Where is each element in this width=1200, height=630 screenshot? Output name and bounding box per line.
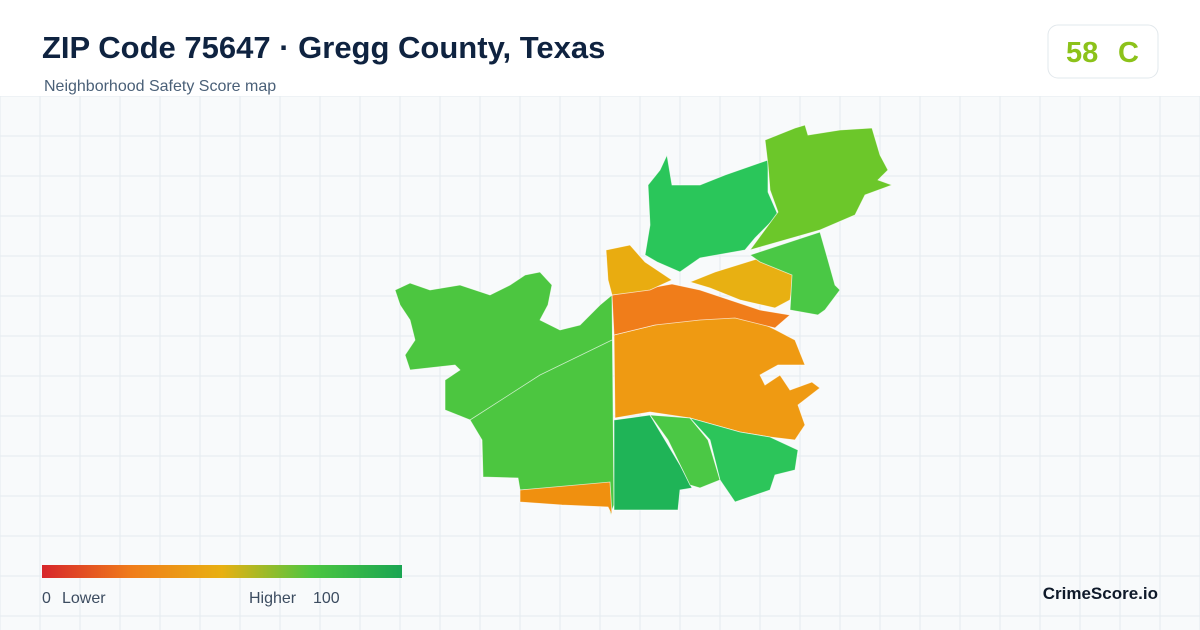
- legend-max: 100: [313, 590, 340, 607]
- legend-min-label: Lower: [62, 590, 106, 607]
- score-box: [1047, 24, 1159, 79]
- legend-min: 0: [42, 590, 51, 607]
- title: ZIP Code 75647 · Gregg County, Texas: [42, 30, 605, 65]
- legend-max-label: Higher: [249, 590, 297, 607]
- score-grade: C: [1118, 37, 1139, 69]
- legend-gradient: [42, 565, 402, 578]
- grid: [0, 95, 1200, 630]
- region: [613, 414, 693, 511]
- region: [605, 244, 673, 296]
- region: [688, 257, 796, 309]
- subtitle: Neighborhood Safety Score map: [44, 78, 276, 95]
- region-border: [469, 339, 613, 421]
- score-value: 58: [1066, 37, 1098, 69]
- region: [519, 481, 613, 516]
- brand: CrimeScore.io: [1043, 584, 1158, 603]
- region: [749, 231, 841, 316]
- header-band: [0, 0, 1200, 96]
- map: [394, 124, 894, 516]
- region: [688, 417, 799, 503]
- region: [748, 124, 894, 251]
- region: [611, 283, 791, 336]
- region: [394, 271, 615, 516]
